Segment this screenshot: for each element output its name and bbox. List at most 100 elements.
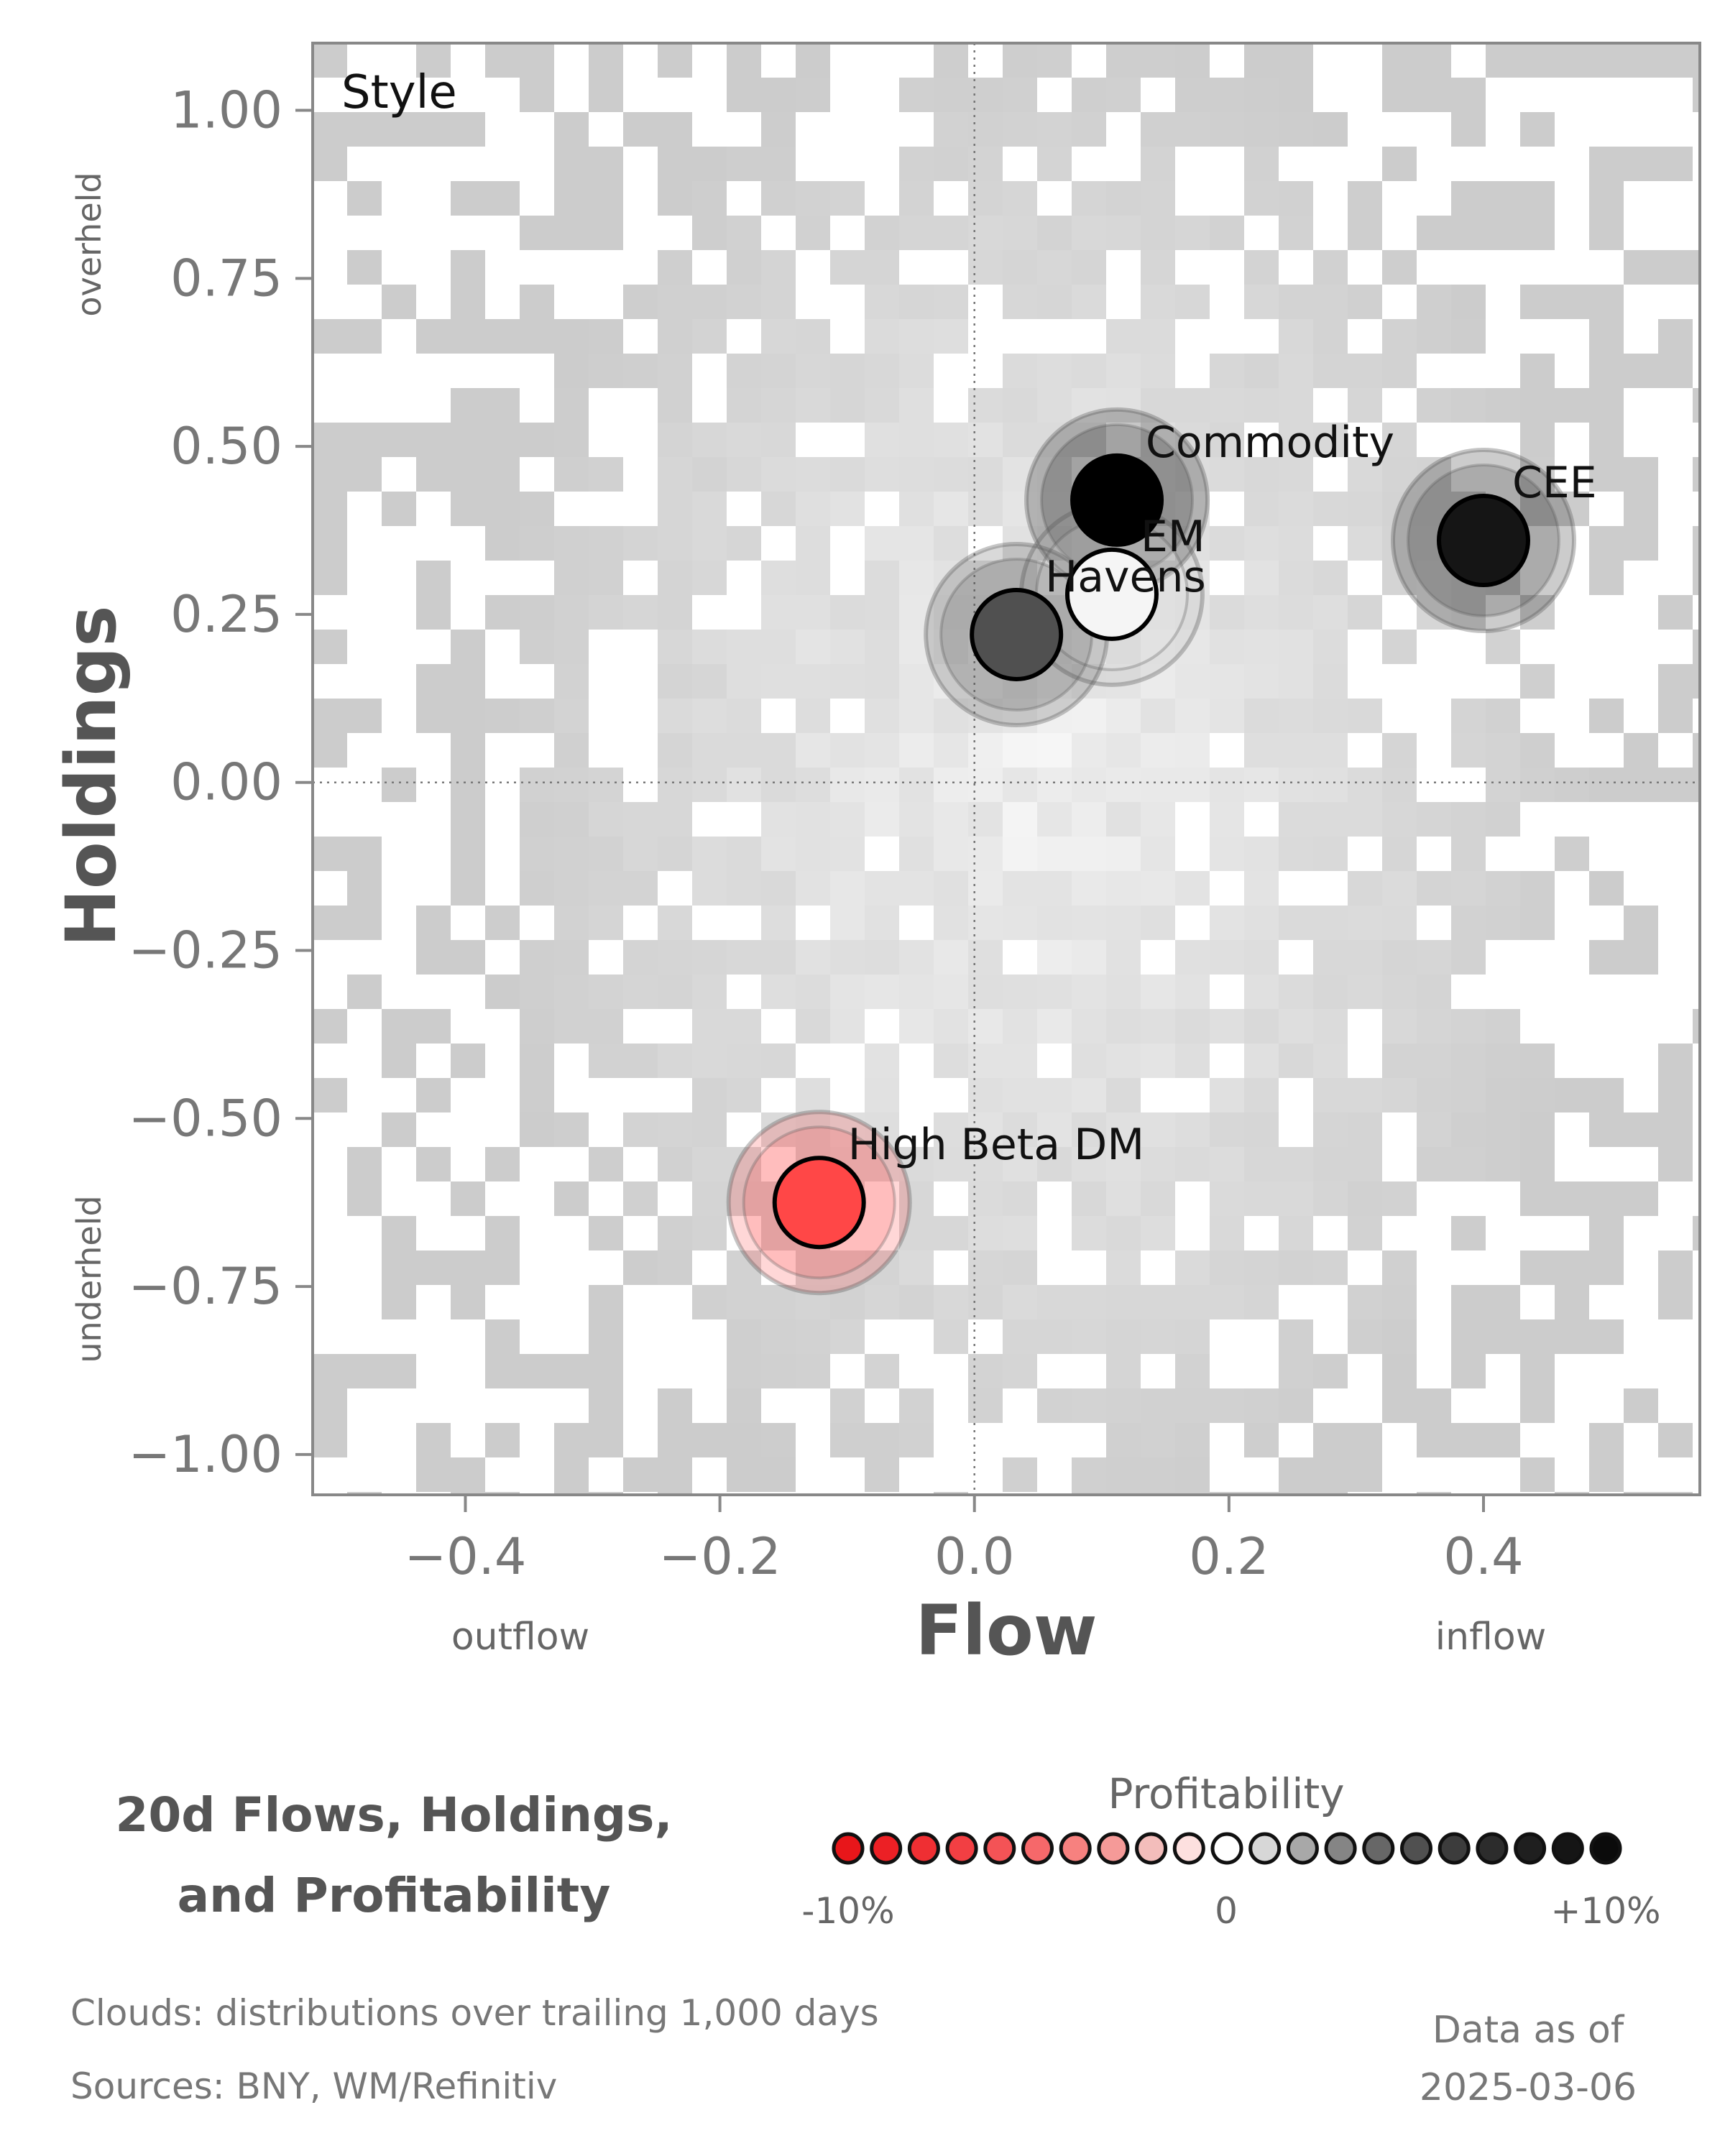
y-tick-label: 1.00: [170, 81, 282, 140]
cloud-cell: [313, 699, 347, 733]
cloud-cell: [1348, 1457, 1382, 1492]
cloud-cell: [1037, 733, 1072, 768]
cloud-cell: [1451, 906, 1486, 940]
as-of-line-2: 2025-03-06: [1420, 2066, 1637, 2109]
cloud-cell: [692, 457, 727, 492]
cloud-cell: [1348, 492, 1382, 526]
cloud-cell: [1382, 906, 1417, 940]
cloud-cell: [520, 630, 554, 664]
cloud-cell: [830, 664, 865, 699]
y-tick-label: −0.75: [128, 1257, 282, 1316]
cloud-cell: [416, 1147, 451, 1181]
cloud-cell: [1141, 975, 1175, 1009]
cloud-cell: [899, 526, 934, 561]
cloud-cell: [1003, 526, 1037, 561]
cloud-cell: [1417, 43, 1451, 78]
cloud-cell: [865, 595, 899, 630]
cloud-cell: [1313, 1181, 1348, 1216]
cloud-cell: [1486, 1423, 1520, 1457]
cloud-cell: [727, 1181, 761, 1216]
cloud-cell: [347, 112, 382, 147]
y-tick-label: −0.50: [128, 1089, 282, 1148]
cloud-cell: [1279, 1492, 1313, 1495]
cloud-cell: [1141, 1457, 1175, 1492]
cloud-cell: [761, 147, 796, 181]
cloud-cell: [1589, 1216, 1624, 1250]
cloud-cell: [899, 1285, 934, 1319]
cloud-cell: [899, 388, 934, 423]
cloud-cell: [727, 43, 761, 78]
cloud-cell: [1106, 78, 1141, 112]
cloud-cell: [313, 630, 347, 664]
cloud-cell: [692, 1112, 727, 1147]
cloud-cell: [1175, 1319, 1210, 1354]
cloud-cell: [727, 699, 761, 733]
cloud-cell: [899, 1216, 934, 1250]
cloud-cell: [313, 1354, 347, 1388]
cloud-cell: [1244, 1250, 1279, 1285]
cloud-cell: [968, 147, 1003, 181]
cloud-cell: [1141, 699, 1175, 733]
cloud-cell: [520, 1044, 554, 1078]
cloud-cell: [1451, 595, 1486, 630]
cloud-cell: [1072, 423, 1106, 457]
cloud-cell: [554, 1112, 589, 1147]
cloud-cell: [1141, 216, 1175, 250]
cloud-cell: [1244, 595, 1279, 630]
cloud-cell: [1520, 1319, 1555, 1354]
cloud-cell: [1106, 906, 1141, 940]
data-point: [970, 587, 1064, 681]
cloud-cell: [1244, 561, 1279, 595]
cloud-cell: [658, 43, 692, 78]
point-label: EM: [1141, 512, 1205, 562]
cloud-cell: [313, 1423, 347, 1457]
cloud-cell: [1037, 1285, 1072, 1319]
cloud-cell: [1348, 871, 1382, 906]
cloud-cell: [1210, 216, 1244, 250]
note-clouds: Clouds: distributions over trailing 1,00…: [70, 1992, 879, 2034]
reference-lines: [313, 43, 1700, 1495]
cloud-cell: [1141, 285, 1175, 319]
cloud-cell: [1348, 699, 1382, 733]
cloud-cell: [1486, 802, 1520, 837]
cloud-cell: [554, 733, 589, 768]
cloud-cell: [1382, 1319, 1417, 1354]
cloud-cell: [658, 1216, 692, 1250]
cloud-cell: [347, 181, 382, 216]
y-tick-label: 0.50: [170, 417, 282, 476]
cloud-cell: [520, 1354, 554, 1388]
cloud-cell: [796, 526, 830, 561]
cloud-cell: [1555, 1492, 1589, 1495]
cloud-cell: [416, 699, 451, 733]
cloud-cell: [1141, 837, 1175, 871]
cloud-cell: [416, 1078, 451, 1112]
cloud-cell: [865, 319, 899, 354]
cloud-cell: [658, 975, 692, 1009]
cloud-cell: [692, 630, 727, 664]
cloud-cell: [1244, 733, 1279, 768]
cloud-cell: [1313, 975, 1348, 1009]
cloud-cell: [761, 285, 796, 319]
cloud-cell: [1279, 354, 1313, 388]
cloud-cell: [1348, 1216, 1382, 1250]
cloud-cell: [1279, 492, 1313, 526]
cloud-cell: [1313, 940, 1348, 975]
cloud-cell: [1244, 181, 1279, 216]
cloud-cell: [1141, 181, 1175, 216]
cloud-cell: [1141, 1388, 1175, 1423]
cloud-cell: [1279, 1319, 1313, 1354]
cloud-cell: [1313, 354, 1348, 388]
cloud-cell: [1106, 1078, 1141, 1112]
cloud-cell: [692, 1285, 727, 1319]
cloud-cell: [1037, 457, 1072, 492]
cloud-cell: [1348, 1147, 1382, 1181]
cloud-cell: [1313, 112, 1348, 147]
cloud-cell: [589, 595, 623, 630]
cloud-cell: [1382, 526, 1417, 561]
cloud-cell: [1451, 1285, 1486, 1319]
cloud-cell: [1106, 319, 1141, 354]
cloud-cell: [1624, 250, 1658, 285]
cloud-cell: [761, 319, 796, 354]
cloud-cell: [1175, 423, 1210, 457]
cloud-cell: [1382, 768, 1417, 802]
